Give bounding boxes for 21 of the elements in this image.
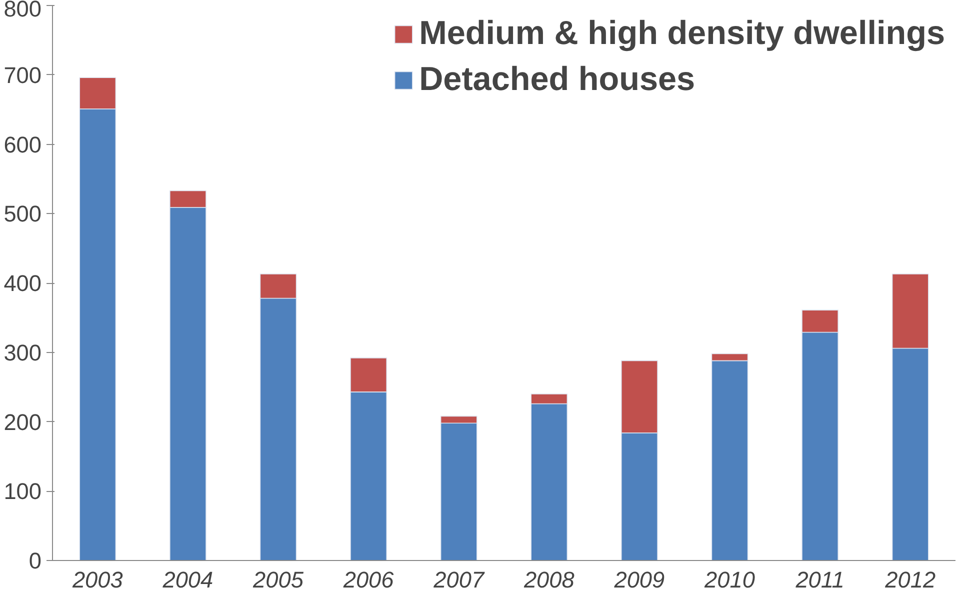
x-tick-label: 2011 [794,566,844,592]
y-tick-label: 300 [4,339,42,366]
y-tick-label: 500 [4,200,42,227]
legend-label: Detached houses [419,61,696,99]
x-tick-label: 2007 [432,566,486,592]
x-tick-label: 2010 [704,566,756,592]
x-tick-label: 2012 [884,566,936,592]
x-tick-label: 2005 [252,566,304,592]
y-tick-label: 600 [4,131,42,158]
x-tick-label: 2008 [522,566,575,592]
legend-label: Medium & high density dwellings [419,15,945,53]
y-tick-label: 100 [4,478,42,504]
x-tick-label: 2006 [342,566,394,592]
y-tick-label: 200 [4,408,42,435]
y-tick-label: 0 [28,548,42,574]
y-tick-label: 800 [4,0,42,22]
x-tick-label: 2004 [162,566,214,592]
x-tick-label: 2003 [71,566,124,592]
y-tick-label: 700 [4,62,42,88]
y-tick-label: 400 [4,270,42,296]
x-tick-label: 2009 [613,566,666,592]
